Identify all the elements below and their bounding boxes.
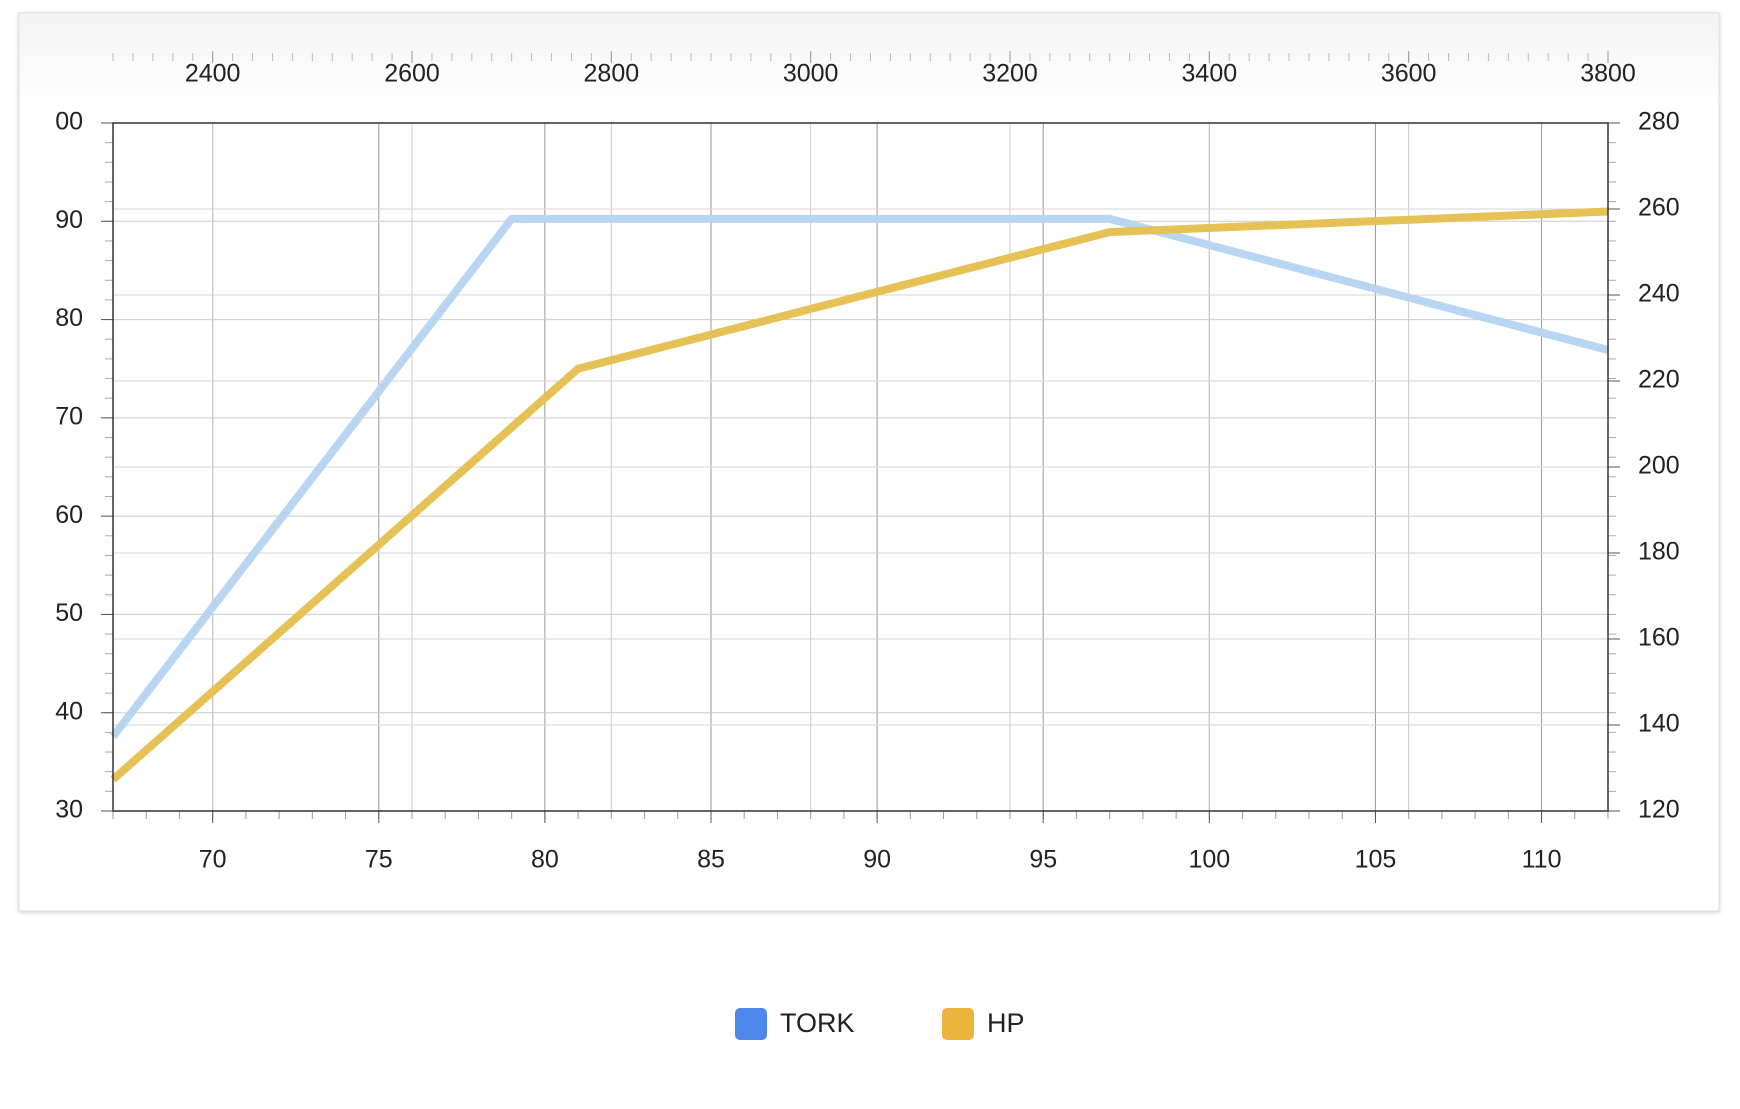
y2-tick-label: 220	[1638, 366, 1680, 394]
x-tick-label: 90	[863, 846, 891, 874]
x-tick-label: 80	[531, 846, 559, 874]
x-tick-label: 100	[1188, 846, 1230, 874]
card-header	[20, 14, 1718, 104]
legend-swatch	[942, 1008, 974, 1040]
x-tick-label: 70	[199, 846, 227, 874]
x2-tick-label: 3400	[1182, 60, 1238, 88]
x2-tick-label: 3600	[1381, 60, 1437, 88]
legend-label: HP	[987, 1008, 1025, 1038]
x-tick-label: 105	[1355, 846, 1397, 874]
x2-tick-label: 3200	[982, 60, 1038, 88]
x2-tick-label: 2600	[384, 60, 440, 88]
y-tick-label: 00	[55, 108, 83, 136]
x-tick-label: 75	[365, 846, 393, 874]
y2-tick-label: 280	[1638, 108, 1680, 136]
y2-tick-label: 200	[1638, 452, 1680, 480]
x2-tick-label: 2400	[185, 60, 241, 88]
series-line	[110, 207, 1609, 783]
y2-tick-label: 260	[1638, 194, 1680, 222]
plot-frame	[112, 122, 1609, 812]
y-tick-label: 80	[55, 304, 83, 332]
y-tick-label: 50	[55, 599, 83, 627]
legend-swatch	[735, 1008, 767, 1040]
y2-tick-label: 240	[1638, 280, 1680, 308]
y2-tick-label: 180	[1638, 538, 1680, 566]
x2-tick-label: 3800	[1580, 60, 1636, 88]
legend-label: TORK	[780, 1008, 855, 1038]
x2-tick-label: 2800	[584, 60, 640, 88]
x2-tick-label: 3000	[783, 60, 839, 88]
x-tick-label: 85	[697, 846, 725, 874]
y-tick-label: 60	[55, 501, 83, 529]
y2-tick-label: 140	[1638, 710, 1680, 738]
y2-tick-label: 160	[1638, 624, 1680, 652]
y-tick-label: 30	[55, 796, 83, 824]
x-tick-label: 110	[1522, 846, 1562, 874]
y2-tick-label: 120	[1638, 796, 1680, 824]
y-tick-label: 40	[55, 697, 83, 725]
y-tick-label: 90	[55, 206, 83, 234]
x-tick-label: 95	[1029, 846, 1057, 874]
legend: TORK HP	[735, 1008, 1025, 1040]
series-line	[109, 214, 1610, 740]
card	[18, 12, 1720, 912]
y-tick-label: 70	[55, 402, 83, 430]
lines	[109, 207, 1610, 783]
